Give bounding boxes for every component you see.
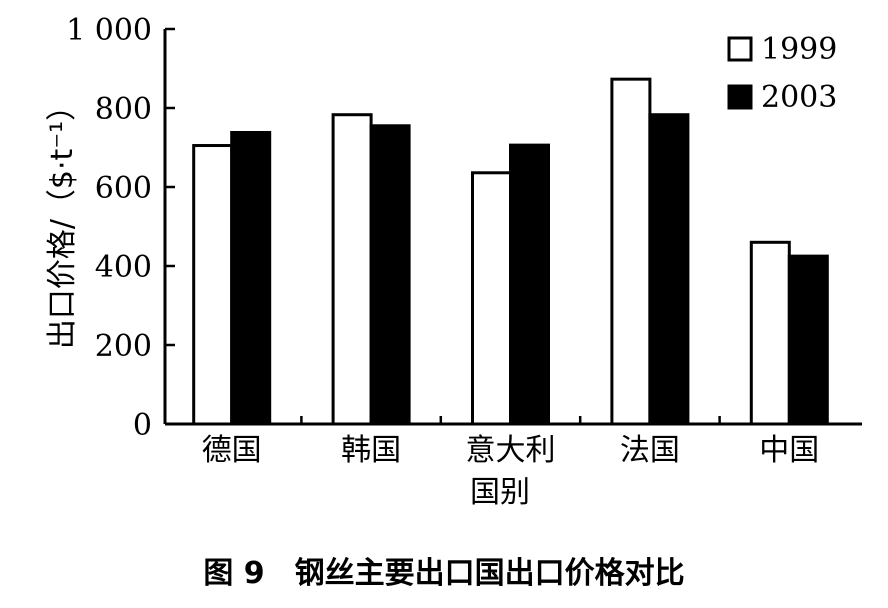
bar-2003-3 (509, 143, 550, 426)
y-axis-label: 出口价格/（$·t⁻¹） (45, 91, 80, 349)
bar-1999-2 (331, 113, 373, 426)
legend-swatch-1999 (727, 36, 753, 62)
y-tick-label: 200 (95, 329, 152, 364)
x-tick-label: 德国 (202, 433, 262, 468)
x-tick-label: 意大利 (466, 433, 556, 468)
y-axis-ticks: 0 200 400 600 800 1 000 (66, 13, 175, 443)
legend-label-1999: 1999 (761, 32, 837, 67)
legend-label-2003: 2003 (761, 80, 837, 115)
bar-1999-4 (610, 77, 652, 426)
x-axis-label: 国别 (470, 475, 530, 510)
x-axis-ticks: 德国 韩国 意大利 法国 中国 (202, 416, 819, 468)
bar-1999-5 (749, 240, 791, 426)
bar-2003-2 (369, 124, 411, 426)
y-tick-label: 600 (95, 171, 152, 206)
bar-2003-1 (230, 130, 272, 426)
y-tick-label: 400 (95, 250, 152, 285)
y-tick-label: 1 000 (66, 13, 152, 48)
legend-swatch-2003 (727, 84, 753, 110)
bar-2003-5 (787, 254, 829, 426)
bar-2003-4 (648, 113, 690, 426)
y-tick-label: 0 (133, 408, 152, 443)
x-tick-label: 中国 (759, 433, 819, 468)
x-tick-label: 法国 (620, 433, 680, 468)
bar-1999-3 (471, 171, 512, 426)
y-tick-label: 800 (95, 92, 152, 127)
bars (192, 77, 829, 426)
x-tick-label: 韩国 (341, 433, 401, 468)
legend: 1999 2003 (727, 32, 837, 115)
bar-1999-1 (192, 144, 234, 426)
figure-caption: 图 9 钢丝主要出口国出口价格对比 (203, 556, 685, 591)
